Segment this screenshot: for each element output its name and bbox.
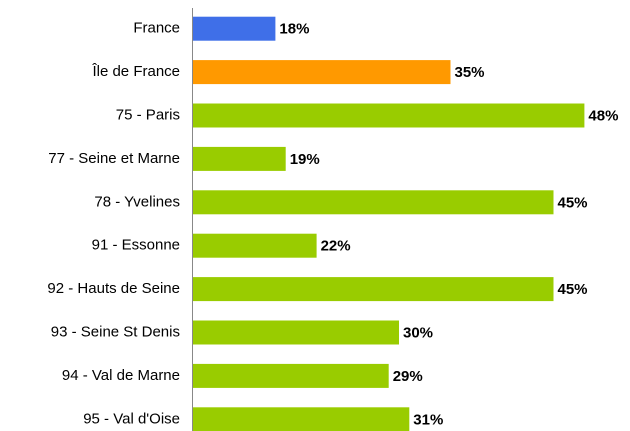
bar bbox=[193, 277, 554, 302]
category-label: 92 - Hauts de Seine bbox=[47, 280, 180, 297]
bar bbox=[193, 407, 410, 431]
value-label: 29% bbox=[393, 368, 423, 385]
category-label: 78 - Yvelines bbox=[94, 193, 180, 210]
bar bbox=[193, 60, 451, 85]
value-label: 31% bbox=[413, 411, 443, 428]
bar bbox=[193, 363, 389, 388]
bar bbox=[193, 16, 276, 41]
value-label: 45% bbox=[558, 194, 588, 211]
category-label: 95 - Val d'Oise bbox=[83, 410, 180, 427]
category-label: 77 - Seine et Marne bbox=[48, 150, 180, 167]
value-label: 35% bbox=[455, 64, 485, 81]
bar bbox=[193, 103, 585, 128]
category-label: 93 - Seine St Denis bbox=[51, 323, 180, 340]
category-label: 75 - Paris bbox=[116, 106, 180, 123]
value-label: 45% bbox=[558, 281, 588, 298]
value-label: 19% bbox=[290, 151, 320, 168]
category-label: 91 - Essonne bbox=[92, 237, 180, 254]
bar bbox=[193, 146, 286, 171]
category-label: 94 - Val de Marne bbox=[62, 367, 180, 384]
category-label: France bbox=[133, 20, 180, 37]
bar bbox=[193, 190, 554, 215]
value-label: 48% bbox=[588, 107, 618, 124]
value-label: 22% bbox=[321, 238, 351, 255]
value-label: 18% bbox=[279, 21, 309, 38]
bar bbox=[193, 320, 399, 345]
value-label: 30% bbox=[403, 324, 433, 341]
bar bbox=[193, 233, 317, 258]
category-label: Île de France bbox=[91, 63, 180, 80]
